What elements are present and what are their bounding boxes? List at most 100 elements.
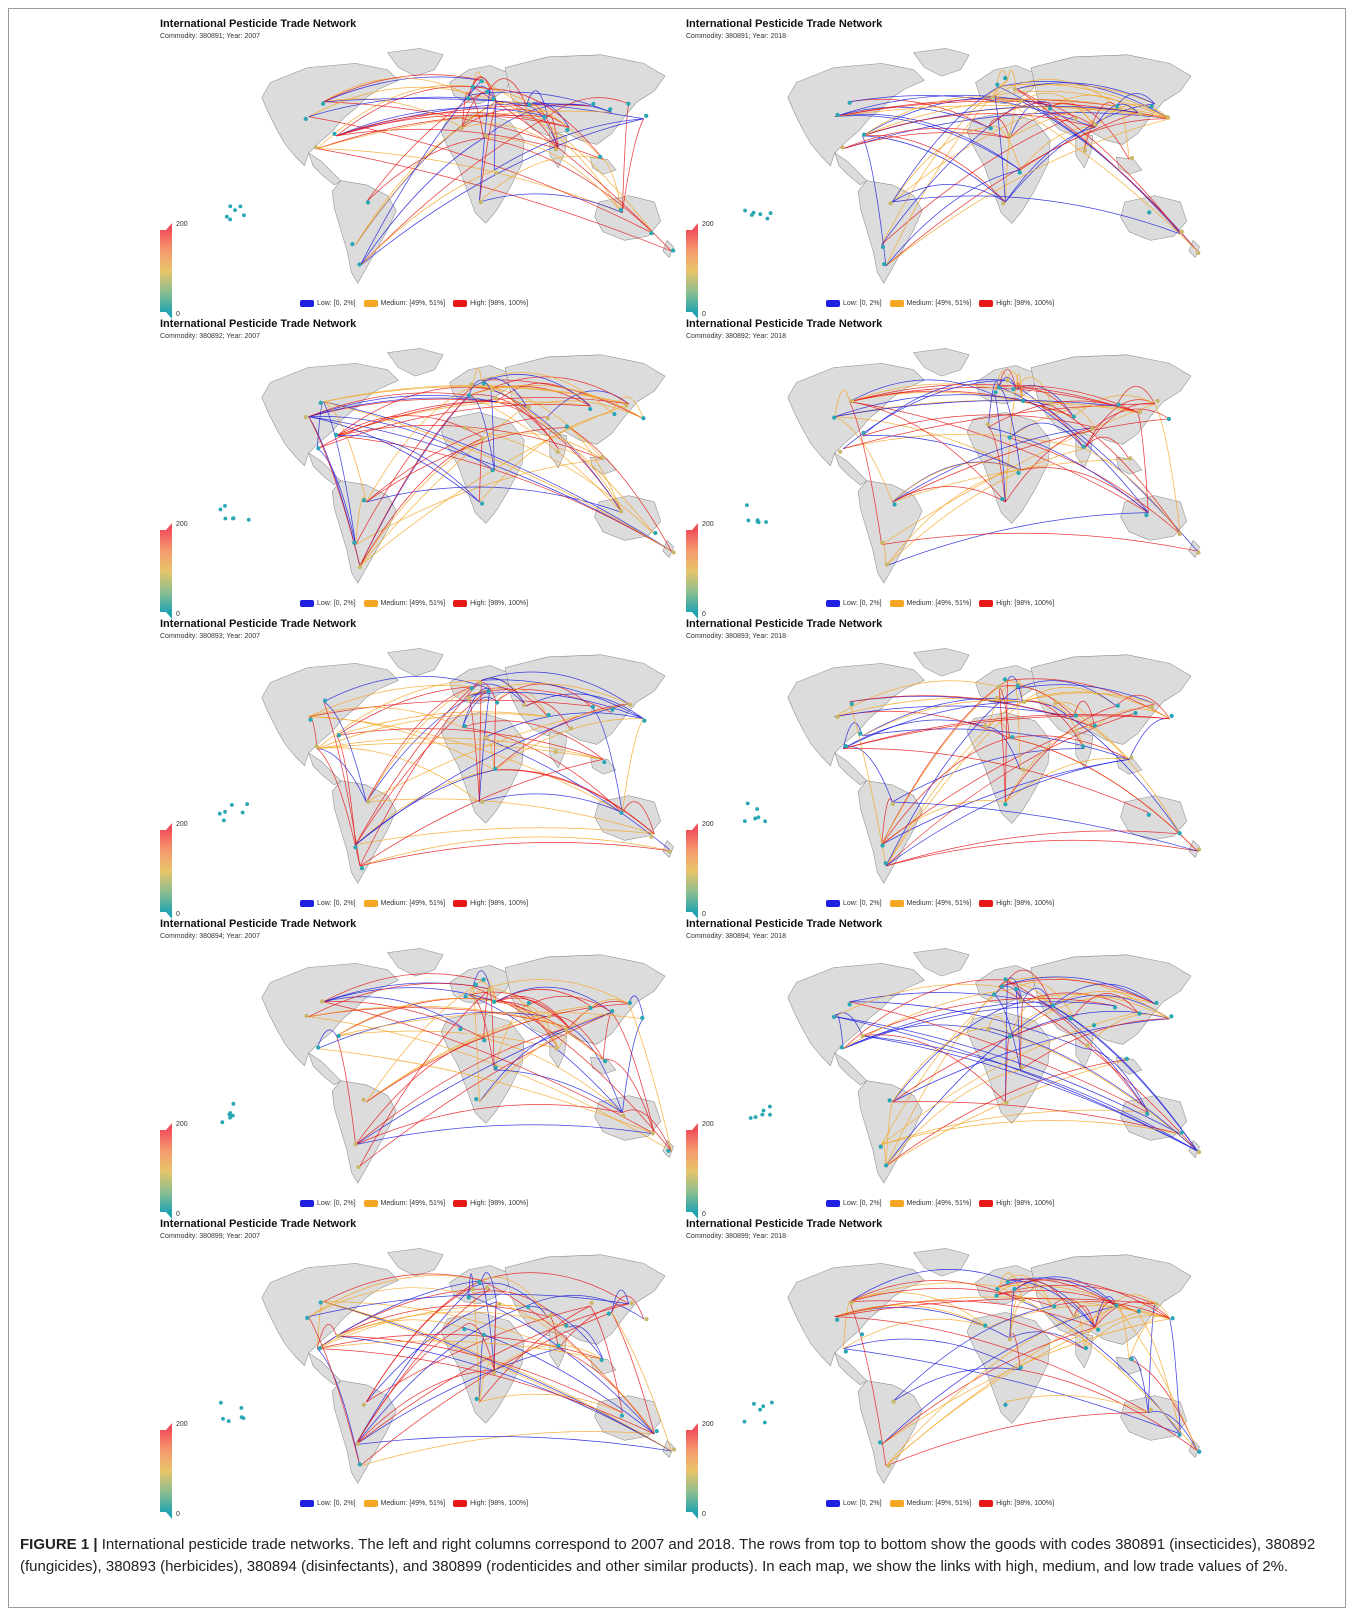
country-node: [526, 404, 531, 410]
trade-link: [885, 118, 1170, 267]
scale-bottom-marker: [166, 612, 172, 619]
trade-link: [336, 997, 497, 1037]
trade-link: [308, 1287, 469, 1317]
country-node: [1083, 1346, 1089, 1351]
color-scale: 200 0: [160, 521, 200, 619]
panel-subtitle: Commodity: 380894; Year: 2007: [160, 933, 261, 940]
legend-label: Low: [0, 2%]: [317, 1200, 356, 1207]
trade-link: [323, 401, 672, 552]
trade-link: [881, 1318, 1170, 1445]
trade-link: [494, 118, 644, 171]
trade-link: [483, 137, 655, 235]
trade-link: [849, 379, 995, 403]
country-node: [542, 115, 547, 120]
country-node: [226, 1419, 231, 1424]
trade-link: [1005, 426, 1096, 503]
scale-min-label: 0: [702, 911, 706, 918]
country-node: [618, 207, 624, 213]
trade-link: [323, 701, 367, 803]
trade-link: [1022, 993, 1170, 1020]
country-node: [491, 96, 496, 101]
country-node: [619, 509, 624, 514]
trade-link: [994, 986, 1023, 1002]
country-node: [466, 96, 471, 101]
country-node: [847, 1002, 852, 1007]
trade-link: [472, 374, 591, 407]
trade-link: [479, 1393, 623, 1414]
legend-item-medium: Medium: [49%, 51%]: [363, 900, 445, 907]
panel-title: International Pesticide Trade Network: [686, 618, 883, 630]
network-map-panel: International Pesticide Trade Network Com…: [160, 1218, 680, 1519]
trade-link: [834, 680, 1000, 717]
landmass: [331, 1080, 397, 1184]
trade-link: [1084, 1013, 1170, 1049]
landmass: [1115, 1356, 1143, 1375]
trade-link: [323, 1301, 672, 1452]
country-node: [241, 213, 246, 218]
country-node: [892, 502, 897, 507]
trade-link: [308, 1007, 570, 1028]
country-node: [1007, 1337, 1013, 1342]
trade-link: [1137, 412, 1149, 513]
trade-link: [849, 383, 1053, 407]
country-node: [1001, 201, 1006, 206]
trade-link: [892, 1367, 1021, 1403]
trade-link: [496, 683, 591, 707]
country-node: [847, 100, 852, 105]
trade-link: [988, 1026, 1198, 1152]
country-node: [1149, 704, 1155, 710]
country-node: [1051, 1003, 1056, 1008]
legend-item-high: High: [98%, 100%]: [453, 300, 528, 307]
landmass: [1075, 1331, 1094, 1369]
trade-link: [1007, 680, 1130, 760]
trade-link: [568, 1325, 604, 1360]
trade-link: [1009, 422, 1085, 449]
trade-link: [461, 687, 491, 728]
country-node: [319, 999, 325, 1004]
legend-item-low: Low: [0, 2%]: [300, 300, 356, 307]
country-node: [1136, 1309, 1142, 1314]
trade-link: [317, 713, 548, 750]
trade-link: [336, 1011, 644, 1037]
link-legend: Low: [0, 2%] Medium: [49%, 51%] High: [98%…: [826, 300, 1054, 307]
country-node: [245, 802, 250, 807]
legend-item-high: High: [98%, 100%]: [979, 300, 1054, 307]
country-node: [612, 411, 617, 417]
country-node: [887, 1098, 892, 1103]
trade-link: [366, 688, 491, 803]
country-node: [357, 262, 362, 267]
trade-link: [489, 376, 629, 405]
country-node: [1112, 1005, 1118, 1010]
trade-link: [885, 830, 1181, 867]
trade-link: [994, 995, 1021, 1071]
landmass: [834, 752, 868, 786]
legend-label: Low: [0, 2%]: [843, 1500, 882, 1507]
trade-link: [892, 426, 1096, 503]
trade-link: [1022, 92, 1096, 128]
scale-bottom-marker: [692, 612, 698, 619]
trade-link: [316, 1324, 337, 1349]
country-node: [470, 84, 475, 90]
legend-swatch: [363, 600, 378, 607]
country-node: [748, 1116, 753, 1120]
scale-gradient: [686, 1430, 698, 1512]
legend-label: Low: [0, 2%]: [317, 900, 356, 907]
country-node: [1177, 1432, 1182, 1438]
country-node: [221, 1416, 225, 1421]
country-node: [1144, 512, 1149, 518]
country-node: [336, 1033, 341, 1039]
landmass: [261, 963, 399, 1067]
trade-link: [885, 512, 1149, 567]
trade-link: [366, 686, 474, 803]
trade-link: [472, 681, 497, 702]
country-node: [769, 1400, 774, 1405]
scale-gradient: [160, 530, 172, 612]
trade-link: [1005, 705, 1117, 803]
country-node: [1000, 984, 1005, 989]
country-node: [1081, 444, 1086, 449]
trade-link: [336, 424, 604, 460]
country-node: [1010, 734, 1015, 740]
trade-link: [892, 458, 1130, 503]
trade-link: [987, 118, 1011, 139]
country-node: [480, 799, 485, 805]
